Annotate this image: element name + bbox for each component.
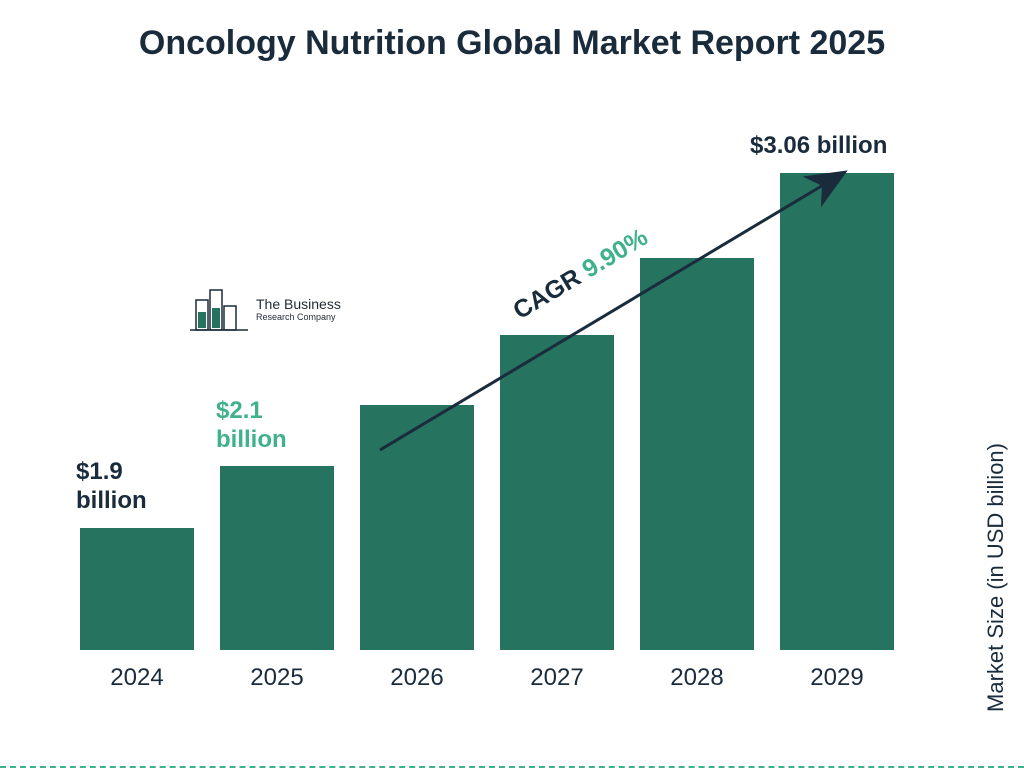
chart-title: Oncology Nutrition Global Market Report …: [0, 0, 1024, 65]
value-label-2025: $2.1billion: [216, 397, 340, 455]
xlabel-2027: 2027: [530, 664, 583, 692]
bar-2029: [780, 173, 894, 650]
bar-2027: [500, 335, 614, 650]
chart-area: 202420252026202720282029$1.9billion$2.1b…: [80, 130, 920, 690]
bar-2028: [640, 258, 754, 650]
xlabel-2025: 2025: [250, 664, 303, 692]
logo-text: The Business Research Company: [256, 297, 341, 322]
bar-2024: [80, 528, 194, 650]
xlabel-2029: 2029: [810, 664, 863, 692]
xlabel-2026: 2026: [390, 664, 443, 692]
xlabel-2024: 2024: [110, 664, 163, 692]
logo-line2: Research Company: [256, 313, 341, 323]
xlabel-2028: 2028: [670, 664, 723, 692]
bar-plot: 202420252026202720282029$1.9billion$2.1b…: [80, 130, 920, 650]
value-label-2024: $1.9billion: [76, 458, 200, 516]
bar-2025: [220, 466, 334, 650]
bar-2026: [360, 405, 474, 650]
y-axis-label: Market Size (in USD billion): [983, 443, 1009, 712]
company-logo: The Business Research Company: [190, 275, 370, 345]
logo-icon: [190, 282, 248, 338]
value-label-2029: $3.06 billion: [750, 132, 950, 161]
logo-line1: The Business: [256, 296, 341, 312]
